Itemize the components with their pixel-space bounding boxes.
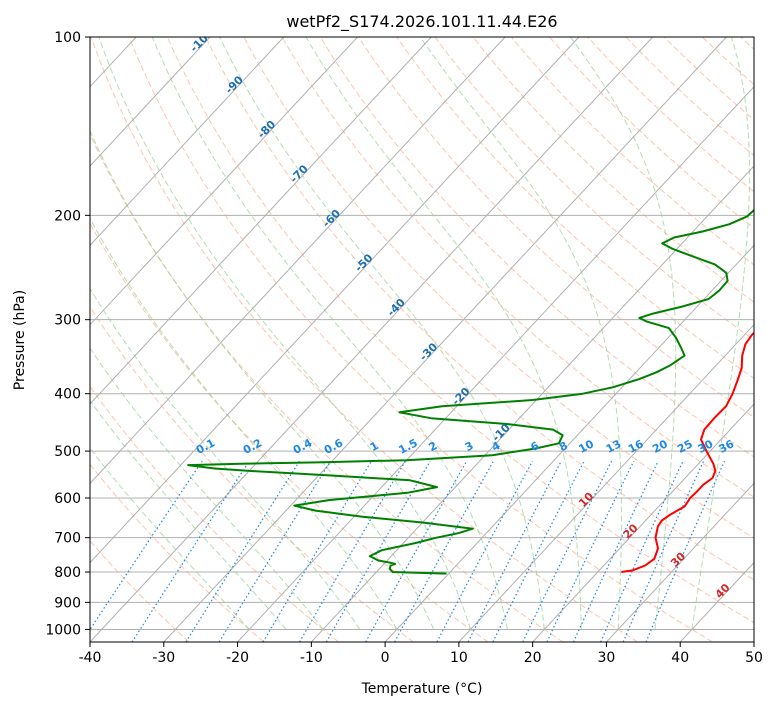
y-tick-label: 100 bbox=[54, 30, 81, 46]
dry-adiabat bbox=[396, 37, 754, 379]
y-tick-label: 400 bbox=[54, 387, 81, 403]
mixing-ratio-label: 25 bbox=[675, 437, 695, 456]
x-tick-label: -20 bbox=[226, 650, 249, 666]
moist-adiabat bbox=[151, 37, 508, 630]
x-tick-label: -30 bbox=[152, 650, 175, 666]
moist-adiabat bbox=[90, 399, 287, 630]
isotherm bbox=[90, 37, 432, 405]
y-tick-label: 1000 bbox=[45, 622, 81, 638]
isotherm bbox=[163, 37, 727, 642]
moist-adiabat bbox=[219, 37, 545, 630]
y-tick-label: 600 bbox=[54, 491, 81, 507]
dry-adiabat bbox=[128, 37, 713, 642]
dry-adiabat bbox=[243, 37, 754, 539]
moist-adiabat bbox=[90, 447, 250, 630]
y-tick-label: 200 bbox=[54, 208, 81, 224]
mixing-ratio-line bbox=[645, 460, 726, 642]
sounding-line bbox=[621, 331, 754, 573]
dry-adiabat bbox=[549, 37, 754, 229]
mixing-ratio-line bbox=[365, 460, 468, 642]
y-axis-label: Pressure (hPa) bbox=[12, 290, 28, 390]
isotherm bbox=[90, 37, 211, 167]
mixing-ratio-line bbox=[600, 460, 684, 642]
chart-title: wetPf2_S174.2026.101.11.44.E26 bbox=[286, 12, 557, 32]
x-axis-label: Temperature (°C) bbox=[361, 681, 483, 697]
isotherm bbox=[606, 482, 754, 642]
mixing-ratio-label: 30 bbox=[696, 437, 716, 456]
x-tick-label: 30 bbox=[598, 650, 616, 666]
dry-adiabat bbox=[472, 37, 754, 303]
isotherm bbox=[90, 37, 654, 642]
mixing-ratio-line bbox=[467, 460, 562, 642]
dry-adiabat bbox=[434, 37, 754, 341]
x-tick-label: 20 bbox=[524, 650, 542, 666]
dry-adiabat bbox=[587, 37, 754, 193]
plot-frame bbox=[89, 36, 755, 643]
mixing-ratio-label: 20 bbox=[650, 437, 670, 456]
x-tick-label: 10 bbox=[450, 650, 468, 666]
y-axis: 100 200 300 400 500 600 700 800 900 1000 bbox=[45, 30, 90, 638]
sounding-line bbox=[187, 208, 754, 575]
moist-adiabat bbox=[419, 37, 622, 630]
moist-adiabat bbox=[305, 37, 582, 630]
mixing-ratio-line bbox=[492, 460, 585, 642]
moist-adiabat bbox=[90, 217, 398, 630]
mixing-ratio-label: 16 bbox=[626, 437, 646, 456]
mixing-ratio-lines bbox=[90, 460, 726, 642]
mixing-ratio-line bbox=[522, 460, 613, 642]
moist-adiabat bbox=[691, 37, 750, 630]
mixing-ratio-line bbox=[622, 460, 705, 642]
isotherm bbox=[458, 323, 754, 642]
dry-adiabat bbox=[90, 463, 265, 642]
isotherm bbox=[90, 37, 358, 326]
dry-adiabat bbox=[510, 37, 754, 266]
moist-adiabat bbox=[98, 37, 472, 630]
y-tick-label: 800 bbox=[54, 565, 81, 581]
dry-adiabat bbox=[358, 37, 754, 418]
isotherm bbox=[90, 37, 580, 564]
dry-adiabat bbox=[625, 37, 754, 157]
x-tick-label: 50 bbox=[745, 650, 763, 666]
x-tick-label: -10 bbox=[300, 650, 323, 666]
isotherms bbox=[90, 37, 754, 642]
mixing-ratio-line bbox=[90, 460, 203, 631]
y-tick-label: 700 bbox=[54, 531, 81, 547]
mixing-ratio-label: 36 bbox=[717, 437, 737, 456]
x-tick-label: 0 bbox=[381, 650, 390, 666]
mixing-ratio-line bbox=[572, 460, 659, 642]
mixing-ratio-line bbox=[218, 460, 332, 642]
mixing-ratio-label: 10 bbox=[576, 437, 596, 456]
isotherm bbox=[532, 403, 754, 642]
y-tick-label: 300 bbox=[54, 313, 81, 329]
isotherm bbox=[90, 37, 285, 247]
isotherm bbox=[90, 37, 506, 485]
y-tick-label: 500 bbox=[54, 444, 81, 460]
x-tick-label: 40 bbox=[671, 650, 689, 666]
pressure-gridlines bbox=[90, 37, 754, 630]
dry-adiabat bbox=[281, 37, 754, 498]
mixing-ratio-label: 13 bbox=[604, 437, 624, 456]
moist-adiabat bbox=[90, 287, 361, 630]
dry-adiabat bbox=[90, 37, 639, 642]
x-axis: -40 -30 -20 -10 0 10 20 30 40 50 bbox=[79, 642, 763, 666]
sounding-profiles bbox=[187, 208, 754, 575]
y-tick-label: 900 bbox=[54, 595, 81, 611]
x-tick-label: -40 bbox=[79, 650, 102, 666]
mixing-ratio-line bbox=[262, 460, 372, 642]
isotherm bbox=[237, 85, 754, 642]
isotherm bbox=[310, 165, 754, 642]
plot-area: -100-90-80-70-60-50-40-30-20-1010203040 … bbox=[90, 37, 754, 642]
moist-adiabat bbox=[569, 37, 677, 630]
isotherm bbox=[384, 244, 754, 642]
mixing-ratio-line bbox=[546, 460, 635, 642]
mixing-ratio-line bbox=[299, 460, 406, 642]
dry-adiabat bbox=[166, 37, 754, 624]
